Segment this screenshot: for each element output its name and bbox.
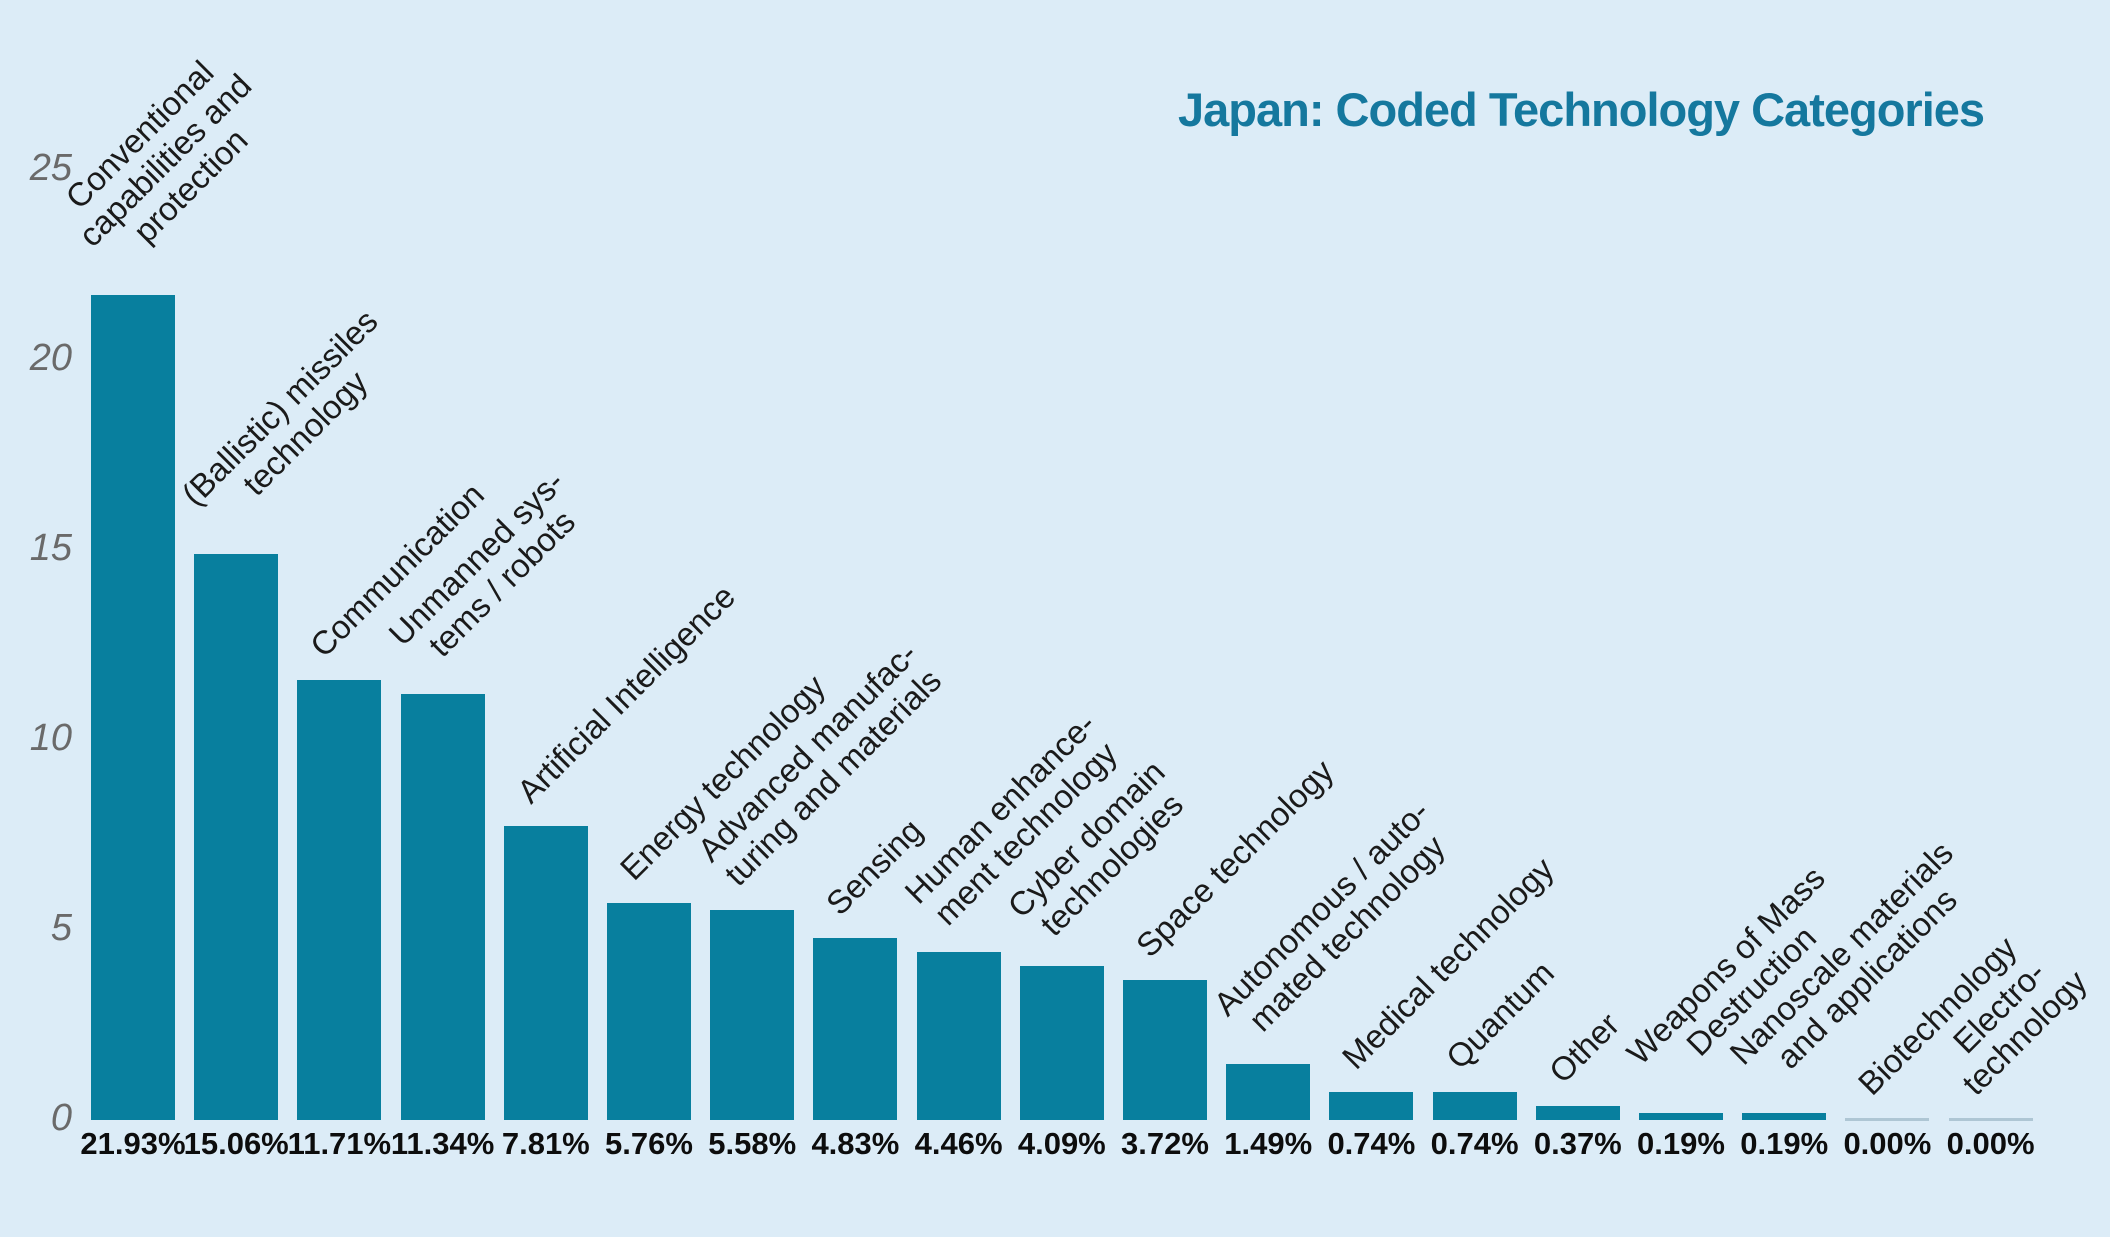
value-label: 7.81% [501, 1126, 590, 1161]
y-axis-tick-label: 0 [50, 1097, 72, 1139]
value-label: 5.58% [708, 1126, 797, 1161]
value-label: 4.09% [1017, 1126, 1106, 1161]
bar [607, 903, 691, 1120]
bar [1535, 1106, 1620, 1120]
value-label: 4.46% [914, 1126, 1003, 1161]
bar [400, 694, 485, 1120]
value-label: 0.74% [1327, 1126, 1416, 1161]
value-label: 15.06% [183, 1126, 289, 1161]
bar-zero-baseline [1948, 1118, 2033, 1121]
value-label: 0.37% [1533, 1126, 1622, 1161]
bar-zero-baseline [1845, 1118, 1930, 1121]
bar [91, 295, 175, 1120]
value-label: 3.72% [1121, 1126, 1209, 1161]
y-axis-tick-label: 20 [29, 337, 72, 379]
value-label: 0.74% [1430, 1126, 1519, 1161]
value-label: 4.83% [811, 1126, 900, 1161]
bar [916, 952, 1001, 1120]
bar [813, 938, 898, 1120]
bar [503, 826, 588, 1120]
bar [1019, 966, 1104, 1120]
y-axis-tick-label: 25 [29, 147, 72, 189]
value-label: 0.19% [1740, 1126, 1829, 1161]
bar [1123, 980, 1207, 1120]
value-label: 1.49% [1224, 1126, 1313, 1161]
y-axis-tick-label: 10 [29, 717, 72, 759]
value-label: 0.19% [1637, 1126, 1725, 1161]
bar [1432, 1092, 1517, 1120]
bar [710, 910, 795, 1120]
y-axis-tick-label: 5 [50, 907, 72, 949]
value-label: 21.93% [80, 1126, 186, 1161]
value-label: 11.34% [390, 1126, 495, 1161]
bar [1742, 1113, 1827, 1120]
bar [1329, 1092, 1414, 1120]
value-label: 5.76% [605, 1126, 693, 1161]
chart-title: Japan: Coded Technology Categories [1178, 83, 1985, 136]
value-label: 11.71% [287, 1126, 392, 1161]
bar [1226, 1064, 1311, 1120]
bar [1639, 1113, 1723, 1120]
bar [194, 554, 279, 1120]
value-label: 0.00% [1946, 1126, 2035, 1161]
bar [297, 680, 382, 1120]
value-label: 0.00% [1843, 1126, 1932, 1161]
y-axis-tick-label: 15 [29, 527, 72, 569]
